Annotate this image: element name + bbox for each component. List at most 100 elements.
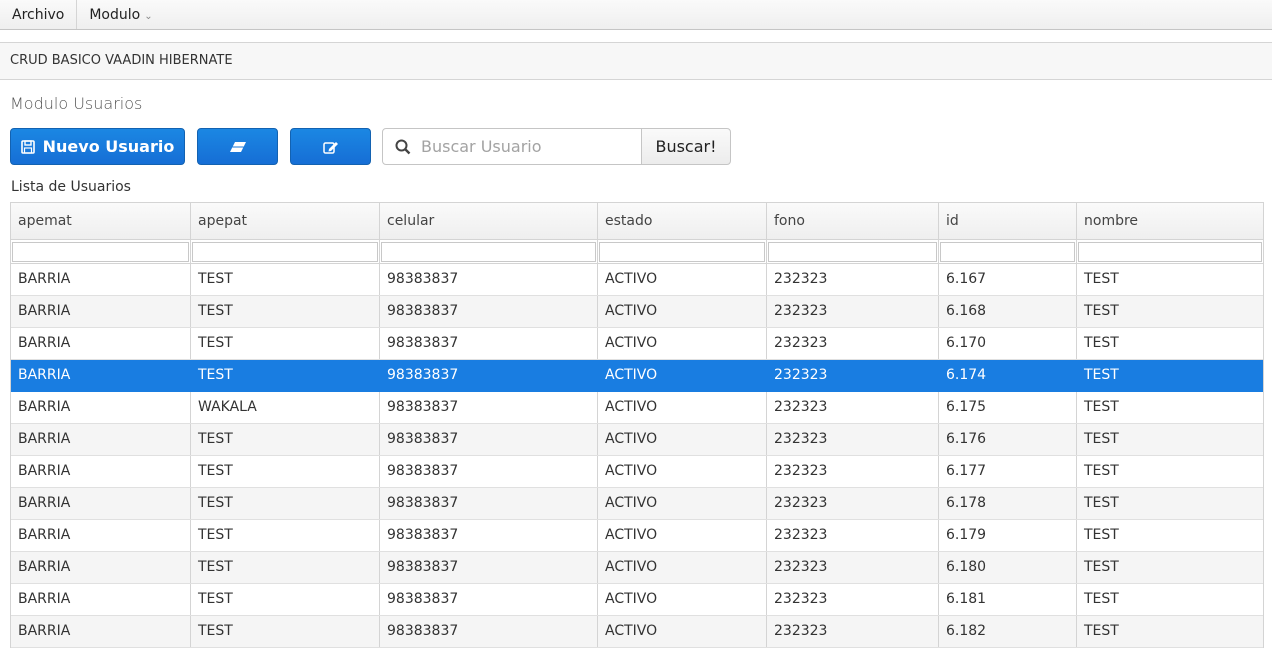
filter-cell <box>1077 240 1263 263</box>
cell-apepat: TEST <box>191 456 380 487</box>
cell-celular: 98383837 <box>380 616 598 647</box>
filter-cell <box>380 240 598 263</box>
cell-id: 6.180 <box>939 552 1077 583</box>
cell-id: 6.168 <box>939 296 1077 327</box>
search-field[interactable] <box>382 128 642 165</box>
search-button[interactable]: Buscar! <box>641 128 731 165</box>
cell-id: 6.167 <box>939 264 1077 295</box>
filter-cell <box>191 240 380 263</box>
edit-icon <box>322 141 338 154</box>
column-header-fono[interactable]: fono <box>767 203 939 239</box>
table-row[interactable]: BARRIA TEST 98383837 ACTIVO 232323 6.170 TEST <box>11 328 1263 360</box>
table-row[interactable]: BARRIA TEST 98383837 ACTIVO 232323 6.176 TEST <box>11 424 1263 456</box>
cell-id: 6.174 <box>939 360 1077 391</box>
table-row[interactable]: BARRIA TEST 98383837 ACTIVO 232323 6.174 TEST <box>11 360 1263 392</box>
table-row[interactable]: BARRIA TEST 98383837 ACTIVO 232323 6.178 TEST <box>11 488 1263 520</box>
cell-fono: 232323 <box>767 552 939 583</box>
cell-apemat: BARRIA <box>11 264 191 295</box>
cell-estado: ACTIVO <box>598 360 767 391</box>
table-caption: Lista de Usuarios <box>11 179 131 195</box>
new-user-label: Nuevo Usuario <box>42 137 175 156</box>
table-row[interactable]: BARRIA TEST 98383837 ACTIVO 232323 6.168 TEST <box>11 296 1263 328</box>
eraser-icon <box>229 141 246 152</box>
column-header-apepat[interactable]: apepat <box>191 203 380 239</box>
column-header-apemat[interactable]: apemat <box>11 203 191 239</box>
cell-apemat: BARRIA <box>11 456 191 487</box>
table-row[interactable]: BARRIA TEST 98383837 ACTIVO 232323 6.182 TEST <box>11 616 1263 648</box>
cell-apepat: TEST <box>191 584 380 615</box>
cell-id: 6.181 <box>939 584 1077 615</box>
cell-estado: ACTIVO <box>598 392 767 423</box>
cell-nombre: TEST <box>1084 463 1119 479</box>
filter-input-nombre[interactable] <box>1078 242 1262 262</box>
cell-celular: 98383837 <box>380 392 598 423</box>
filter-input-fono[interactable] <box>768 242 937 262</box>
menu-modulo[interactable]: Modulo ⌄ <box>77 0 164 29</box>
cell-fono: 232323 <box>767 616 939 647</box>
cell-celular: 98383837 <box>380 520 598 551</box>
cell-fono: 232323 <box>767 328 939 359</box>
cell-apemat: BARRIA <box>11 328 191 359</box>
app-title: CRUD BASICO VAADIN HIBERNATE <box>0 42 1272 80</box>
cell-apemat: BARRIA <box>11 424 191 455</box>
cell-apepat: TEST <box>191 520 380 551</box>
filter-input-apemat[interactable] <box>12 242 189 262</box>
clear-button[interactable] <box>197 128 278 165</box>
menu-archivo[interactable]: Archivo <box>0 0 78 29</box>
cell-fono: 232323 <box>767 392 939 423</box>
table-row[interactable]: BARRIA TEST 98383837 ACTIVO 232323 6.177 TEST <box>11 456 1263 488</box>
save-icon <box>20 139 35 154</box>
filter-input-celular[interactable] <box>381 242 596 262</box>
table-row[interactable]: BARRIA TEST 98383837 ACTIVO 232323 6.179 TEST <box>11 520 1263 552</box>
search-input[interactable] <box>421 137 621 156</box>
cell-apepat: TEST <box>191 264 380 295</box>
cell-celular: 98383837 <box>380 264 598 295</box>
cell-nombre: TEST <box>1084 623 1119 639</box>
cell-celular: 98383837 <box>380 424 598 455</box>
table-row[interactable]: BARRIA TEST 98383837 ACTIVO 232323 6.181 TEST <box>11 584 1263 616</box>
cell-apemat: BARRIA <box>11 552 191 583</box>
column-header-nombre[interactable]: nombre <box>1084 213 1139 229</box>
table-body: BARRIA TEST 98383837 ACTIVO 232323 6.167 TEST B… <box>11 264 1263 648</box>
cell-estado: ACTIVO <box>598 456 767 487</box>
menu-bar: Archivo Modulo ⌄ <box>0 0 1272 30</box>
filter-input-apepat[interactable] <box>192 242 378 262</box>
cell-nombre: TEST <box>1084 271 1119 287</box>
filter-input-estado[interactable] <box>599 242 765 262</box>
table-row[interactable]: BARRIA TEST 98383837 ACTIVO 232323 6.180 TEST <box>11 552 1263 584</box>
cell-fono: 232323 <box>767 264 939 295</box>
column-header-celular[interactable]: celular <box>380 203 598 239</box>
cell-apepat: TEST <box>191 360 380 391</box>
new-user-button[interactable]: Nuevo Usuario <box>10 128 185 165</box>
cell-id: 6.176 <box>939 424 1077 455</box>
cell-apemat: BARRIA <box>11 520 191 551</box>
filter-input-id[interactable] <box>940 242 1075 262</box>
cell-apemat: BARRIA <box>11 392 191 423</box>
column-header-id[interactable]: id <box>939 203 1077 239</box>
edit-button[interactable] <box>290 128 371 165</box>
cell-estado: ACTIVO <box>598 488 767 519</box>
cell-estado: ACTIVO <box>598 296 767 327</box>
cell-apepat: TEST <box>191 328 380 359</box>
filter-cell <box>767 240 939 263</box>
cell-fono: 232323 <box>767 360 939 391</box>
filter-cell <box>11 240 191 263</box>
cell-nombre: TEST <box>1084 431 1119 447</box>
cell-apepat: TEST <box>191 616 380 647</box>
search-icon <box>395 139 411 154</box>
cell-estado: ACTIVO <box>598 264 767 295</box>
cell-apepat: WAKALA <box>191 392 380 423</box>
cell-apepat: TEST <box>191 488 380 519</box>
table-row[interactable]: BARRIA WAKALA 98383837 ACTIVO 232323 6.175 TES… <box>11 392 1263 424</box>
filter-row <box>11 240 1263 264</box>
cell-id: 6.182 <box>939 616 1077 647</box>
table-row[interactable]: BARRIA TEST 98383837 ACTIVO 232323 6.167 TEST <box>11 264 1263 296</box>
column-header-estado[interactable]: estado <box>598 203 767 239</box>
cell-estado: ACTIVO <box>598 328 767 359</box>
table-header: apemat apepat celular estado fono id nombre <box>11 203 1263 240</box>
menu-archivo-label: Archivo <box>12 7 65 23</box>
menu-modulo-label: Modulo <box>89 7 141 23</box>
cell-apemat: BARRIA <box>11 488 191 519</box>
cell-id: 6.178 <box>939 488 1077 519</box>
cell-id: 6.179 <box>939 520 1077 551</box>
